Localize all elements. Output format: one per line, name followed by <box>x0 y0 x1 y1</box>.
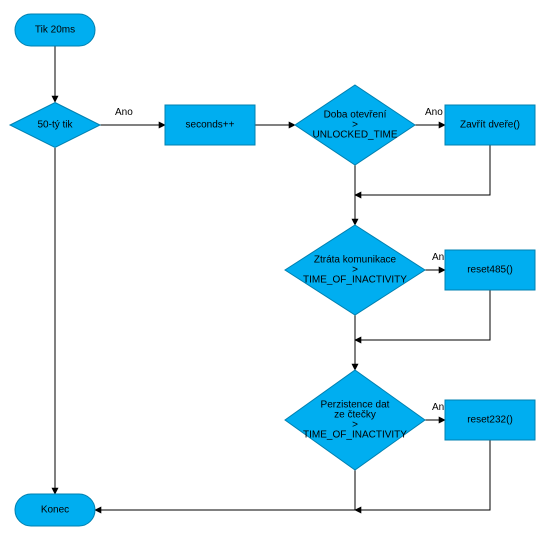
node-label-p2: Zavřít dveře() <box>460 120 520 131</box>
node-label-p4: reset232() <box>467 415 513 426</box>
node-p3: reset485() <box>445 250 535 290</box>
node-label-start: Tik 20ms <box>35 25 75 36</box>
flowchart-canvas: AnoAnoAnoAnoTik 20ms50-tý tikseconds++Do… <box>0 0 551 541</box>
node-d4: Perzistence datze čtečky>TIME_OF_INACTIV… <box>285 370 425 470</box>
node-label-end: Konec <box>41 505 69 516</box>
node-p1: seconds++ <box>165 105 255 145</box>
node-label-d3: TIME_OF_INACTIVITY <box>303 275 407 286</box>
node-label-p3: reset485() <box>467 265 513 276</box>
node-p4: reset232() <box>445 400 535 440</box>
edge-label-d1-p1: Ano <box>115 107 133 118</box>
node-p2: Zavřít dveře() <box>445 105 535 145</box>
node-d2: Doba otevření>UNLOCKED_TIME <box>295 85 415 165</box>
node-d1: 50-tý tik <box>10 103 100 148</box>
node-label-p1: seconds++ <box>186 120 235 131</box>
node-start: Tik 20ms <box>15 14 95 46</box>
node-d3: Ztráta komunikace>TIME_OF_INACTIVITY <box>285 225 425 315</box>
node-end: Konec <box>15 494 95 526</box>
node-label-d1: 50-tý tik <box>37 120 73 131</box>
edge-label-d2-p2: Ano <box>425 107 443 118</box>
edge-p2-merge1 <box>355 145 490 195</box>
node-label-d2: UNLOCKED_TIME <box>312 130 397 141</box>
edge-d4-end <box>95 470 355 510</box>
node-label-d4: TIME_OF_INACTIVITY <box>303 430 407 441</box>
